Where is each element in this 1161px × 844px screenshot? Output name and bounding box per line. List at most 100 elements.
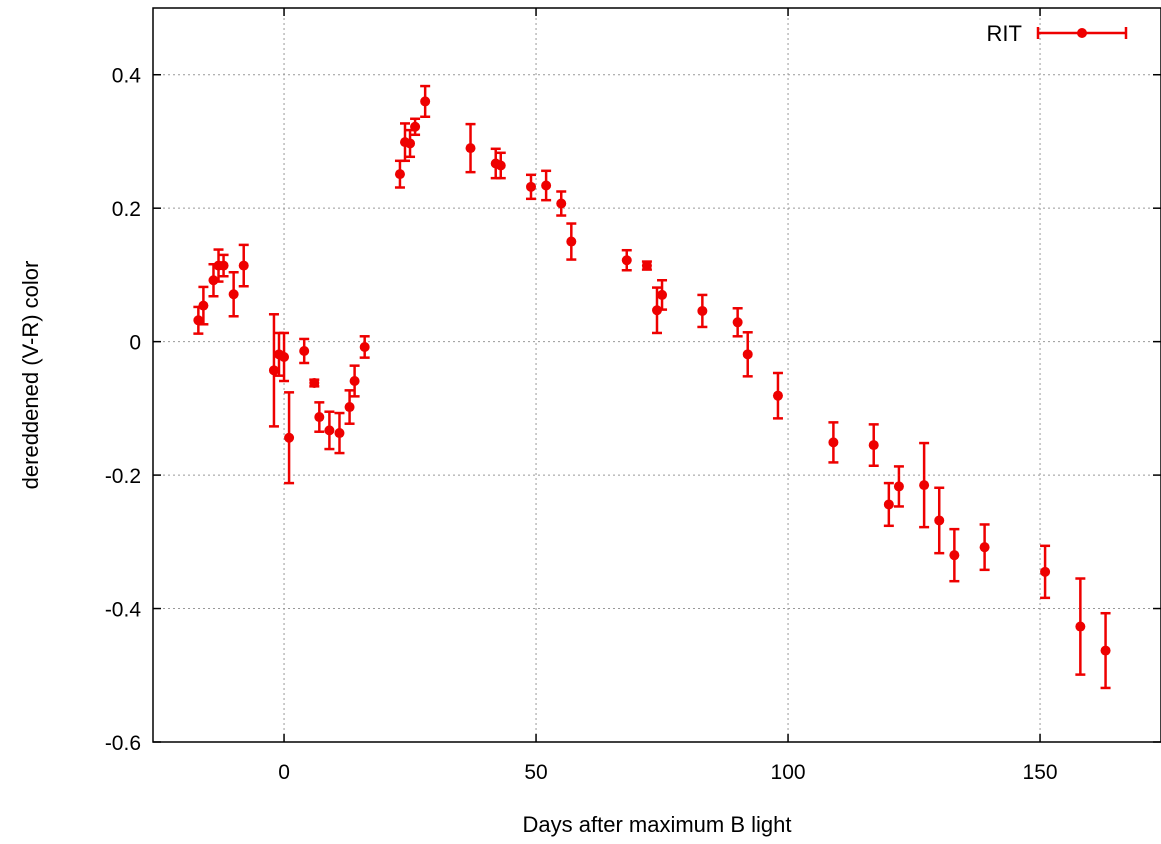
data-marker — [299, 345, 310, 356]
legend-marker — [1077, 28, 1087, 38]
data-point — [541, 169, 552, 202]
data-point — [334, 411, 345, 455]
data-marker — [1100, 645, 1111, 656]
data-marker — [893, 481, 904, 492]
x-axis-title: Days after maximum B light — [523, 812, 792, 837]
plot-frame — [152, 7, 1161, 743]
data-point — [344, 389, 355, 425]
legend-label: RIT — [987, 21, 1022, 46]
data-marker — [621, 255, 632, 266]
data-point — [621, 248, 632, 272]
data-marker — [495, 160, 506, 171]
data-point — [268, 313, 279, 428]
data-point — [883, 481, 894, 528]
grid — [153, 8, 1161, 742]
y-axis-title: dereddened (V-R) color — [18, 261, 43, 490]
tick-labels: 0 50 100 150 -0.6 -0.4 -0.2 0 0.2 0.4 — [105, 65, 1058, 784]
data-point — [772, 371, 783, 420]
data-point — [228, 270, 239, 318]
data-marker — [238, 260, 249, 271]
data-marker — [541, 180, 552, 191]
data-point — [641, 260, 652, 271]
data-marker — [324, 425, 335, 436]
data-marker — [208, 275, 219, 286]
data-point — [526, 173, 536, 201]
data-point — [349, 364, 360, 398]
data-marker — [359, 341, 370, 352]
x-tick-label: 0 — [278, 761, 290, 784]
data-marker — [1040, 566, 1051, 577]
data-marker — [344, 402, 355, 413]
y-tick-label: 0 — [129, 332, 141, 355]
data-point — [949, 527, 960, 583]
data-series — [193, 84, 1111, 690]
data-point — [934, 486, 945, 555]
data-point — [420, 84, 431, 119]
data-point — [566, 222, 577, 261]
data-marker — [420, 96, 431, 107]
data-point — [279, 331, 290, 383]
data-marker — [1075, 621, 1086, 632]
data-marker — [394, 169, 405, 180]
data-marker — [279, 351, 290, 362]
data-marker — [198, 300, 209, 311]
x-tick-label: 100 — [771, 761, 806, 784]
data-point — [410, 117, 421, 137]
data-point — [1100, 611, 1111, 690]
data-marker — [641, 260, 652, 271]
data-marker — [465, 143, 476, 154]
data-marker — [657, 289, 668, 300]
data-marker — [949, 550, 960, 561]
data-marker — [405, 138, 416, 149]
data-marker — [772, 390, 783, 401]
data-point — [868, 423, 879, 467]
data-marker — [334, 428, 345, 439]
data-marker — [228, 289, 239, 300]
legend: RIT — [987, 21, 1128, 46]
data-point — [324, 410, 335, 451]
y-tick-label: -0.4 — [105, 599, 142, 622]
data-marker — [919, 480, 930, 491]
data-point — [697, 293, 708, 329]
y-tick-label: -0.2 — [105, 465, 141, 488]
data-marker — [979, 542, 990, 553]
legend-sample — [1036, 27, 1128, 39]
data-point — [1040, 544, 1051, 600]
data-point — [238, 243, 249, 288]
data-marker — [410, 121, 421, 132]
data-point — [652, 286, 662, 335]
data-marker — [883, 499, 894, 510]
data-marker — [556, 198, 567, 209]
x-tick-label: 50 — [524, 761, 547, 784]
x-tick-label: 150 — [1023, 761, 1058, 784]
data-point — [198, 285, 209, 326]
y-tick-label: 0.4 — [112, 65, 142, 88]
data-point — [979, 523, 990, 572]
data-marker — [314, 412, 325, 423]
y-tick-label: -0.6 — [105, 732, 141, 755]
data-marker — [742, 349, 753, 360]
data-point — [284, 391, 295, 485]
data-marker — [284, 432, 295, 443]
data-point — [218, 253, 229, 278]
data-marker — [652, 305, 662, 316]
data-marker — [934, 515, 945, 526]
data-point — [732, 307, 743, 338]
data-marker — [566, 236, 577, 247]
data-marker — [868, 440, 879, 451]
data-point — [556, 190, 567, 217]
data-marker — [309, 378, 320, 389]
data-point — [495, 151, 506, 180]
data-point — [309, 378, 320, 389]
data-marker — [193, 315, 204, 326]
data-point — [359, 335, 370, 359]
data-point — [828, 421, 839, 464]
data-marker — [349, 376, 360, 387]
y-tick-label: 0.2 — [112, 198, 141, 221]
data-marker — [732, 317, 743, 328]
data-point — [465, 122, 476, 174]
data-marker — [526, 181, 536, 192]
ticks — [153, 8, 1161, 743]
